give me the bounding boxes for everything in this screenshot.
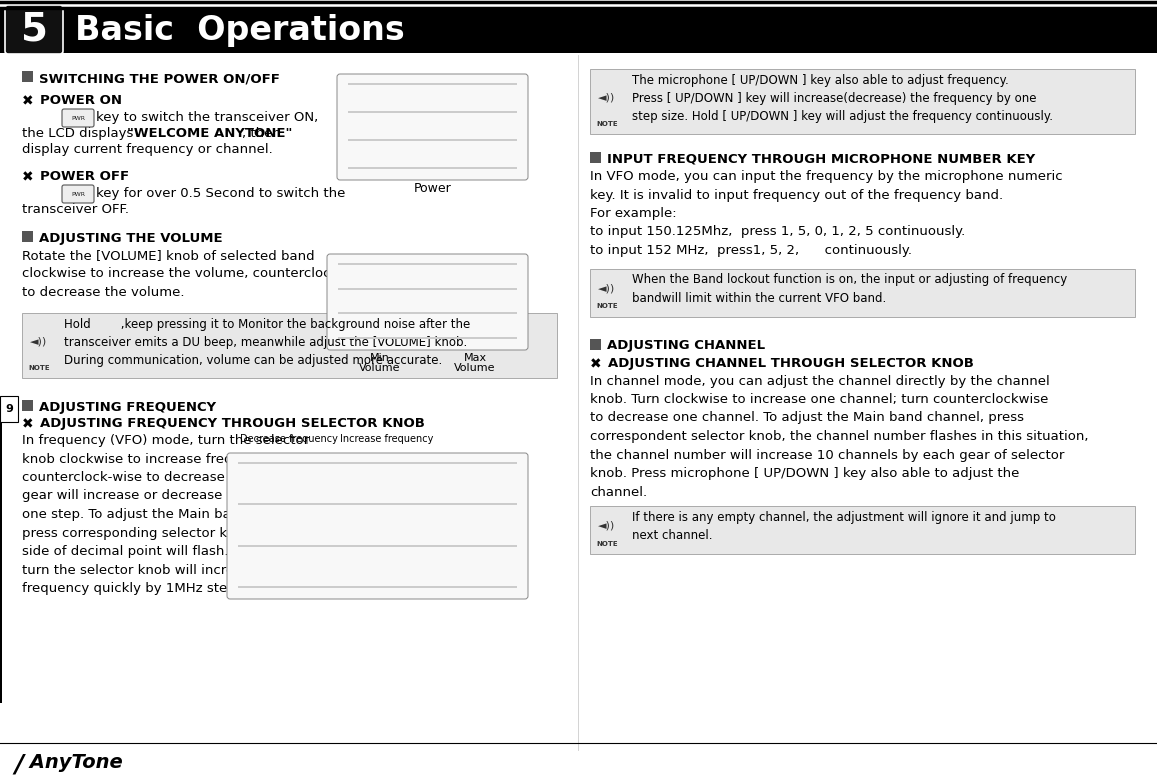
Bar xyxy=(590,506,1135,554)
Text: In channel mode, you can adjust the channel directly by the channel
knob. Turn c: In channel mode, you can adjust the chan… xyxy=(590,375,1089,498)
Text: In VFO mode, you can input the frequency by the microphone numeric
key. It is in: In VFO mode, you can input the frequency… xyxy=(590,170,1062,257)
Text: NOTE: NOTE xyxy=(596,541,618,547)
FancyBboxPatch shape xyxy=(5,5,62,54)
Text: When the Band lockout function is on, the input or adjusting of frequency
bandwi: When the Band lockout function is on, th… xyxy=(632,273,1067,305)
Text: transceiver OFF.: transceiver OFF. xyxy=(22,203,128,216)
Text: display current frequency or channel.: display current frequency or channel. xyxy=(22,143,273,156)
Text: ✖: ✖ xyxy=(22,417,34,431)
Text: Min: Min xyxy=(370,353,390,363)
Bar xyxy=(0,422,2,703)
Text: ◄)): ◄)) xyxy=(598,92,616,102)
Bar xyxy=(238,462,517,464)
FancyBboxPatch shape xyxy=(327,254,528,350)
Text: Max: Max xyxy=(464,353,487,363)
Text: , then: , then xyxy=(242,127,281,140)
Bar xyxy=(590,69,1135,134)
FancyBboxPatch shape xyxy=(62,185,94,203)
Bar xyxy=(590,338,600,350)
FancyBboxPatch shape xyxy=(227,453,528,599)
Text: ◄)): ◄)) xyxy=(598,284,616,294)
FancyBboxPatch shape xyxy=(62,109,94,127)
Text: Basic  Operations: Basic Operations xyxy=(75,14,405,47)
Text: Power: Power xyxy=(413,182,451,195)
Text: key for over 0.5 Second to switch the: key for over 0.5 Second to switch the xyxy=(96,187,346,200)
Bar xyxy=(338,337,517,339)
Text: /: / xyxy=(14,753,23,777)
Text: Decrease frequency: Decrease frequency xyxy=(239,434,338,444)
Text: If there is any empty channel, the adjustment will ignore it and jump to
next ch: If there is any empty channel, the adjus… xyxy=(632,511,1056,542)
Bar xyxy=(238,586,517,588)
Bar xyxy=(22,71,34,82)
Text: Rotate the [VOLUME] knob of selected band
clockwise to increase the volume, coun: Rotate the [VOLUME] knob of selected ban… xyxy=(22,249,368,299)
Text: key to switch the transceiver ON,: key to switch the transceiver ON, xyxy=(96,111,318,124)
Bar xyxy=(590,269,1135,316)
Bar xyxy=(348,167,517,169)
Text: "WELCOME ANYTONE": "WELCOME ANYTONE" xyxy=(127,127,293,140)
Bar xyxy=(338,287,517,290)
Text: ◄)): ◄)) xyxy=(30,337,47,347)
Bar xyxy=(590,152,600,163)
Bar xyxy=(348,83,517,85)
Text: The microphone [ UP/DOWN ] key also able to adjust frequency.
Press [ UP/DOWN ] : The microphone [ UP/DOWN ] key also able… xyxy=(632,74,1053,123)
Text: 9: 9 xyxy=(5,404,13,414)
Bar xyxy=(338,312,517,314)
Text: ADJUSTING CHANNEL THROUGH SELECTOR KNOB: ADJUSTING CHANNEL THROUGH SELECTOR KNOB xyxy=(607,358,974,370)
Text: ✖: ✖ xyxy=(590,358,602,372)
Text: In frequency (VFO) mode, turn the selector
knob clockwise to increase frequency;: In frequency (VFO) mode, turn the select… xyxy=(22,434,340,595)
Text: ✖: ✖ xyxy=(22,170,34,184)
Bar xyxy=(348,111,517,113)
Text: 5: 5 xyxy=(21,10,47,48)
Text: ◄)): ◄)) xyxy=(598,521,616,531)
Text: ADJUSTING THE VOLUME: ADJUSTING THE VOLUME xyxy=(39,232,222,245)
Text: ✖: ✖ xyxy=(22,94,34,108)
Text: NOTE: NOTE xyxy=(596,121,618,127)
Text: NOTE: NOTE xyxy=(596,304,618,309)
Text: Increase frequency: Increase frequency xyxy=(340,434,434,444)
Bar xyxy=(22,400,34,411)
Text: SWITCHING THE POWER ON/OFF: SWITCHING THE POWER ON/OFF xyxy=(39,72,280,85)
Bar xyxy=(22,313,557,378)
Text: Hold        ,keep pressing it to Monitor the background noise after the
transcei: Hold ,keep pressing it to Monitor the ba… xyxy=(64,318,470,367)
Text: ADJUSTING FREQUENCY THROUGH SELECTOR KNOB: ADJUSTING FREQUENCY THROUGH SELECTOR KNO… xyxy=(40,417,425,430)
FancyBboxPatch shape xyxy=(337,74,528,180)
Text: AnyTone: AnyTone xyxy=(22,753,123,772)
Bar xyxy=(238,544,517,547)
Text: Volume: Volume xyxy=(360,363,400,373)
Bar xyxy=(348,139,517,141)
Text: NOTE: NOTE xyxy=(28,365,50,371)
Text: the LCD displays: the LCD displays xyxy=(22,127,138,140)
Text: PWR: PWR xyxy=(71,191,84,197)
Bar xyxy=(0,8,1157,53)
Text: Volume: Volume xyxy=(455,363,495,373)
Bar xyxy=(0,396,19,422)
Text: INPUT FREQUENCY THROUGH MICROPHONE NUMBER KEY: INPUT FREQUENCY THROUGH MICROPHONE NUMBE… xyxy=(607,153,1036,166)
Text: POWER ON: POWER ON xyxy=(40,94,121,107)
Text: ADJUSTING CHANNEL: ADJUSTING CHANNEL xyxy=(607,340,765,352)
Bar xyxy=(238,503,517,505)
Text: ADJUSTING FREQUENCY: ADJUSTING FREQUENCY xyxy=(39,401,216,414)
Bar xyxy=(338,263,517,265)
Text: PWR: PWR xyxy=(71,116,84,120)
Bar xyxy=(22,231,34,242)
Text: POWER OFF: POWER OFF xyxy=(40,170,130,183)
